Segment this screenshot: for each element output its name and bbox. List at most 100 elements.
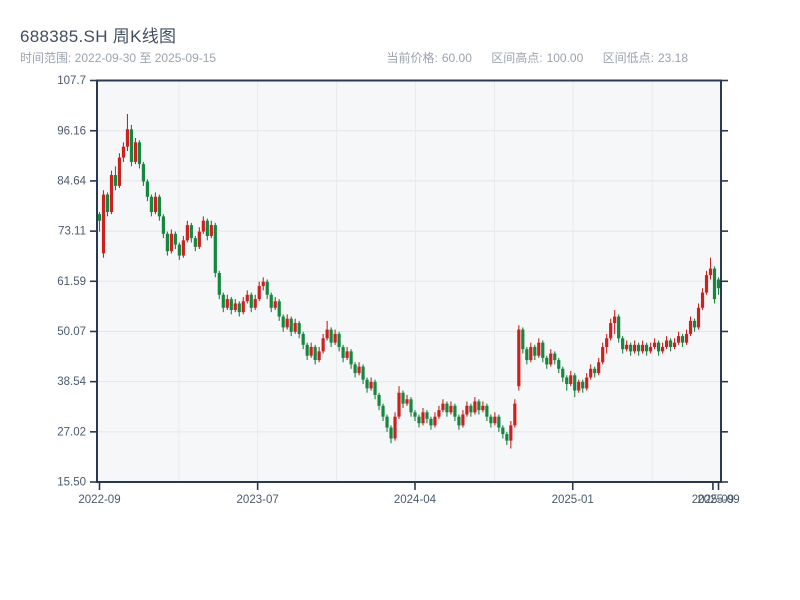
candle-body-down: [365, 379, 369, 389]
candle-body-down: [193, 238, 197, 247]
candle-body-down: [541, 342, 545, 358]
stat-current-price: 当前价格: 60.00: [386, 51, 472, 65]
y-tick-label: 27.02: [57, 426, 86, 438]
candle-body-up: [121, 146, 126, 158]
candle-body-down: [593, 368, 597, 374]
candle-body-down: [265, 281, 269, 295]
candle-body-up: [345, 351, 349, 358]
time-range-label: 时间范围: 2022-09-30 至 2025-09-15: [20, 51, 217, 65]
x-tick-label: 2025-09: [692, 494, 734, 506]
candle-body-up: [660, 347, 665, 352]
candle-body-down: [141, 164, 146, 182]
candle-body-up: [449, 405, 453, 413]
candle-body-down: [97, 214, 102, 221]
candle-body-up: [589, 368, 593, 378]
candle-body-down: [469, 405, 473, 413]
candle-body-up: [473, 401, 477, 413]
candle-body-up: [601, 347, 605, 363]
candle-body-down: [429, 418, 433, 426]
candle-body-down: [249, 294, 253, 308]
y-tick-label: 15.50: [57, 477, 86, 489]
candle-body-up: [609, 323, 613, 339]
candle-body-up: [708, 268, 713, 276]
candle-body-up: [185, 225, 189, 241]
candle-body-down: [149, 196, 154, 213]
candle-body-down: [297, 323, 301, 334]
candle-body-up: [261, 281, 265, 287]
candle-body-up: [241, 301, 245, 313]
candle-body-down: [161, 216, 165, 234]
candle-body-up: [577, 381, 581, 391]
candle-body-down: [337, 333, 341, 348]
candle-body-up: [285, 318, 289, 328]
candle-body-down: [105, 194, 110, 213]
candle-body-down: [165, 233, 169, 252]
candle-body-down: [645, 344, 649, 352]
candle-body-down: [373, 381, 377, 395]
candle-body-down: [501, 427, 505, 435]
candle-body-down: [637, 344, 641, 352]
candle-body-down: [417, 416, 421, 424]
candle-body-up: [321, 338, 325, 352]
candle-body-up: [653, 342, 657, 348]
candle-body-up: [585, 377, 589, 389]
candle-body-down: [629, 344, 633, 352]
candle-body-down: [453, 405, 457, 417]
x-tick-label: 2025-09: [697, 494, 739, 506]
stat-range-low: 区间低点: 23.18: [602, 51, 688, 65]
candle-body-up: [405, 399, 409, 404]
candle-body-up: [233, 303, 237, 310]
candle-body-up: [117, 157, 122, 186]
candle-body-up: [181, 240, 185, 256]
candle-body-up: [529, 347, 533, 361]
candle-body-down: [173, 233, 177, 245]
candle-body-down: [425, 412, 429, 419]
candle-body-down: [269, 294, 273, 308]
candle-body-up: [605, 338, 609, 348]
candle-body-down: [413, 412, 417, 417]
candle-body-up: [684, 333, 689, 343]
stat-range-high: 区间高点: 100.00: [491, 51, 584, 65]
candle-body-up: [696, 307, 701, 328]
candle-body-down: [341, 347, 345, 358]
candle-body-up: [421, 412, 425, 424]
candle-body-up: [433, 416, 437, 426]
x-tick-label: 2024-04: [394, 494, 437, 506]
candle-body-down: [525, 349, 529, 361]
candle-body-down: [489, 416, 493, 424]
candle-body-up: [209, 225, 213, 236]
candle-body-up: [253, 299, 257, 308]
candle-body-down: [545, 357, 549, 365]
candle-body-down: [145, 181, 150, 197]
candle-body-down: [401, 392, 405, 404]
candle-body-down: [409, 399, 413, 413]
candle-body-down: [553, 353, 557, 361]
candle-body-down: [497, 416, 501, 428]
candle-body-up: [688, 320, 693, 334]
candle-body-up: [549, 353, 553, 365]
candle-body-up: [672, 342, 677, 348]
candle-body-up: [700, 292, 705, 308]
candle-body-down: [177, 244, 181, 256]
candle-body-down: [557, 360, 561, 369]
candle-body-up: [393, 416, 397, 439]
candle-body-up: [437, 410, 441, 417]
y-tick-label: 107.7: [57, 75, 86, 87]
candle-body-up: [333, 333, 337, 343]
y-tick-label: 38.54: [57, 376, 86, 388]
candle-body-up: [509, 425, 513, 441]
candle-body-up: [153, 196, 158, 213]
candle-body-up: [369, 381, 373, 389]
candle-body-up: [441, 403, 445, 411]
subheader: 时间范围: 2022-09-30 至 2025-09-15 当前价格: 60.00…: [20, 49, 688, 66]
x-tick-label: 2022-09: [78, 494, 120, 506]
candle-body-down: [712, 268, 717, 300]
candle-body-up: [613, 316, 617, 324]
candle-body-down: [668, 340, 673, 348]
candle-body-down: [217, 272, 221, 295]
candle-body-down: [561, 368, 565, 378]
y-tick-label: 84.64: [57, 175, 86, 187]
candle-body-up: [201, 220, 205, 232]
candle-body-down: [656, 342, 661, 352]
candle-body-down: [281, 316, 285, 328]
